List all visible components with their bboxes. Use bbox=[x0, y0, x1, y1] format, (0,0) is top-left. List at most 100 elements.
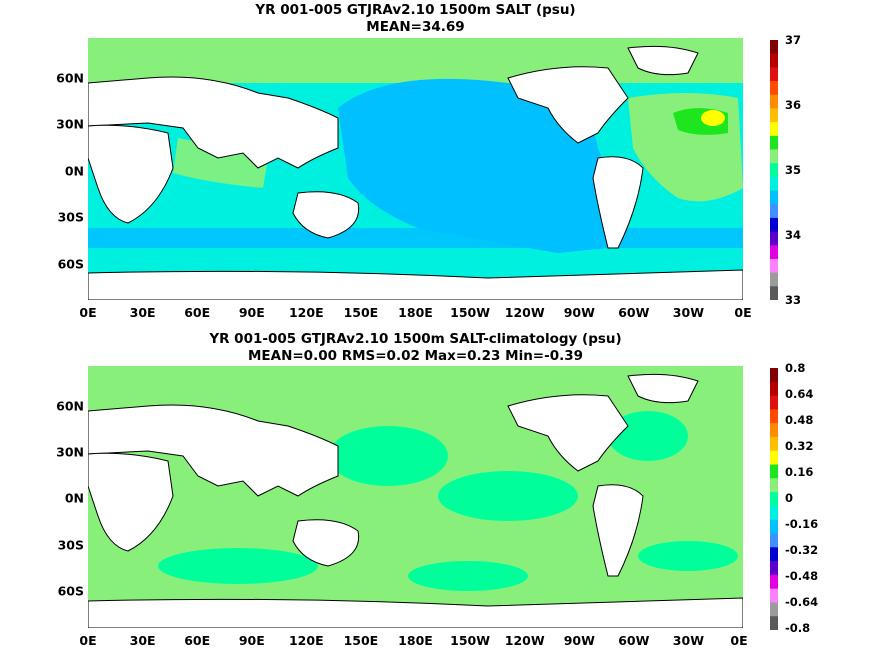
bottom-x-tick: 150W bbox=[450, 633, 491, 648]
top-y-tick: 30S bbox=[57, 209, 84, 225]
top-y-tick: 60S bbox=[57, 256, 84, 272]
bottom-y-tick: 60N bbox=[56, 398, 84, 414]
top-panel-title: YR 001-005 GTJRAv2.10 1500m SALT (psu) bbox=[255, 2, 576, 18]
bottom-x-tick: 30E bbox=[129, 633, 156, 648]
bottom-x-tick: 60W bbox=[618, 633, 650, 648]
bottom-anomaly-map bbox=[88, 366, 743, 628]
australia-shape bbox=[292, 191, 360, 239]
bottom-x-tick: 0E bbox=[730, 633, 748, 648]
colorbar-segment bbox=[770, 258, 778, 274]
colorbar-segment bbox=[770, 163, 778, 178]
top-x-tick: 60E bbox=[184, 305, 211, 320]
bottom-y-tick: 0N bbox=[64, 490, 84, 506]
colorbar-segment bbox=[770, 122, 778, 137]
colorbar-segment bbox=[770, 135, 778, 150]
south-america-shape bbox=[592, 156, 644, 249]
colorbar-segment bbox=[770, 245, 778, 260]
colorbar-segment bbox=[770, 381, 778, 397]
bottom-colorbar-label: 0 bbox=[785, 491, 794, 505]
bottom-colorbar-label: 0.48 bbox=[785, 413, 814, 427]
bottom-x-tick: 90E bbox=[238, 633, 265, 648]
colorbar-segment bbox=[770, 53, 778, 68]
bottom-x-tick: 90W bbox=[563, 633, 595, 648]
land-masses bbox=[88, 373, 743, 628]
bottom-colorbar-label: -0.64 bbox=[785, 595, 819, 609]
top-x-tick: 120E bbox=[288, 305, 324, 320]
top-colorbar-label: 33 bbox=[785, 293, 802, 307]
colorbar-segment bbox=[770, 149, 778, 164]
bottom-x-tick: 0E bbox=[79, 633, 97, 648]
colorbar-segment bbox=[770, 217, 778, 233]
colorbar-segment bbox=[770, 108, 778, 123]
negative-anomaly-patches bbox=[158, 411, 738, 591]
colorbar-segment bbox=[770, 478, 778, 493]
top-y-tick: 30N bbox=[56, 116, 84, 132]
top-colorbar-label: 36 bbox=[785, 98, 802, 112]
eurasia-shape bbox=[88, 76, 339, 169]
colorbar-segment bbox=[770, 616, 778, 630]
colorbar-segment bbox=[770, 204, 778, 219]
colorbar-segment bbox=[770, 602, 778, 617]
top-x-tick: 180E bbox=[398, 305, 433, 320]
colorbar-segment bbox=[770, 561, 778, 576]
colorbar-segment bbox=[770, 231, 778, 246]
bottom-x-tick: 120W bbox=[504, 633, 545, 648]
colorbar-segment bbox=[770, 547, 778, 562]
bottom-x-tick: 180E bbox=[398, 633, 433, 648]
bottom-x-tick: 60E bbox=[184, 633, 211, 648]
top-colorbar bbox=[770, 40, 778, 300]
top-x-tick: 0E bbox=[734, 305, 752, 320]
top-panel-subtitle: MEAN=34.69 bbox=[366, 19, 465, 35]
colorbar-segment bbox=[770, 94, 778, 109]
bottom-y-tick: 30S bbox=[57, 537, 84, 553]
bottom-colorbar-label: -0.8 bbox=[785, 621, 811, 635]
bottom-x-tick: 150E bbox=[343, 633, 379, 648]
colorbar-segment bbox=[770, 368, 778, 383]
bottom-colorbar bbox=[770, 368, 778, 630]
top-y-tick: 60N bbox=[56, 70, 84, 86]
colorbar-segment bbox=[770, 67, 778, 82]
colorbar-segment bbox=[770, 519, 778, 534]
colorbar-segment bbox=[770, 81, 778, 96]
mediterranean-outflow-max bbox=[701, 110, 725, 126]
africa-shape bbox=[88, 452, 174, 552]
bottom-colorbar-label: 0.64 bbox=[785, 387, 814, 401]
colorbar-segment bbox=[770, 464, 778, 479]
bottom-panel-title: YR 001-005 GTJRAv2.10 1500m SALT-climato… bbox=[209, 331, 622, 347]
antarctica-shape bbox=[88, 597, 743, 628]
colorbar-segment bbox=[770, 423, 778, 438]
colorbar-segment bbox=[770, 450, 778, 466]
colorbar-segment bbox=[770, 176, 778, 192]
colorbar-segment bbox=[770, 190, 778, 205]
top-x-tick: 120W bbox=[504, 305, 545, 320]
colorbar-segment bbox=[770, 272, 778, 287]
bottom-colorbar-label: 0.16 bbox=[785, 465, 814, 479]
colorbar-segment bbox=[770, 574, 778, 590]
bottom-y-tick: 30N bbox=[56, 444, 84, 460]
bottom-x-tick: 120E bbox=[288, 633, 324, 648]
antarctica-shape bbox=[88, 269, 743, 300]
top-x-tick: 90W bbox=[563, 305, 595, 320]
north-america-shape bbox=[507, 394, 629, 472]
top-colorbar-label: 34 bbox=[785, 228, 802, 242]
north-america-shape bbox=[507, 66, 629, 144]
greenland-shape bbox=[627, 45, 699, 76]
colorbar-segment bbox=[770, 395, 778, 410]
colorbar-segment bbox=[770, 588, 778, 603]
bottom-x-tick: 30W bbox=[672, 633, 704, 648]
top-y-tick: 0N bbox=[64, 163, 84, 179]
bottom-colorbar-label: -0.16 bbox=[785, 517, 819, 531]
top-x-tick: 90E bbox=[238, 305, 265, 320]
arabian-sea-region bbox=[173, 138, 268, 188]
colorbar-segment bbox=[770, 505, 778, 521]
australia-shape bbox=[292, 519, 360, 567]
greenland-shape bbox=[627, 373, 699, 404]
top-x-tick: 60W bbox=[618, 305, 650, 320]
land-masses bbox=[88, 45, 743, 300]
top-x-tick: 150W bbox=[450, 305, 491, 320]
bottom-colorbar-label: 0.8 bbox=[785, 361, 806, 375]
top-colorbar-label: 37 bbox=[785, 33, 802, 47]
southern-ocean-band bbox=[88, 228, 743, 248]
colorbar-segment bbox=[770, 286, 778, 300]
top-x-tick: 0E bbox=[79, 305, 97, 320]
